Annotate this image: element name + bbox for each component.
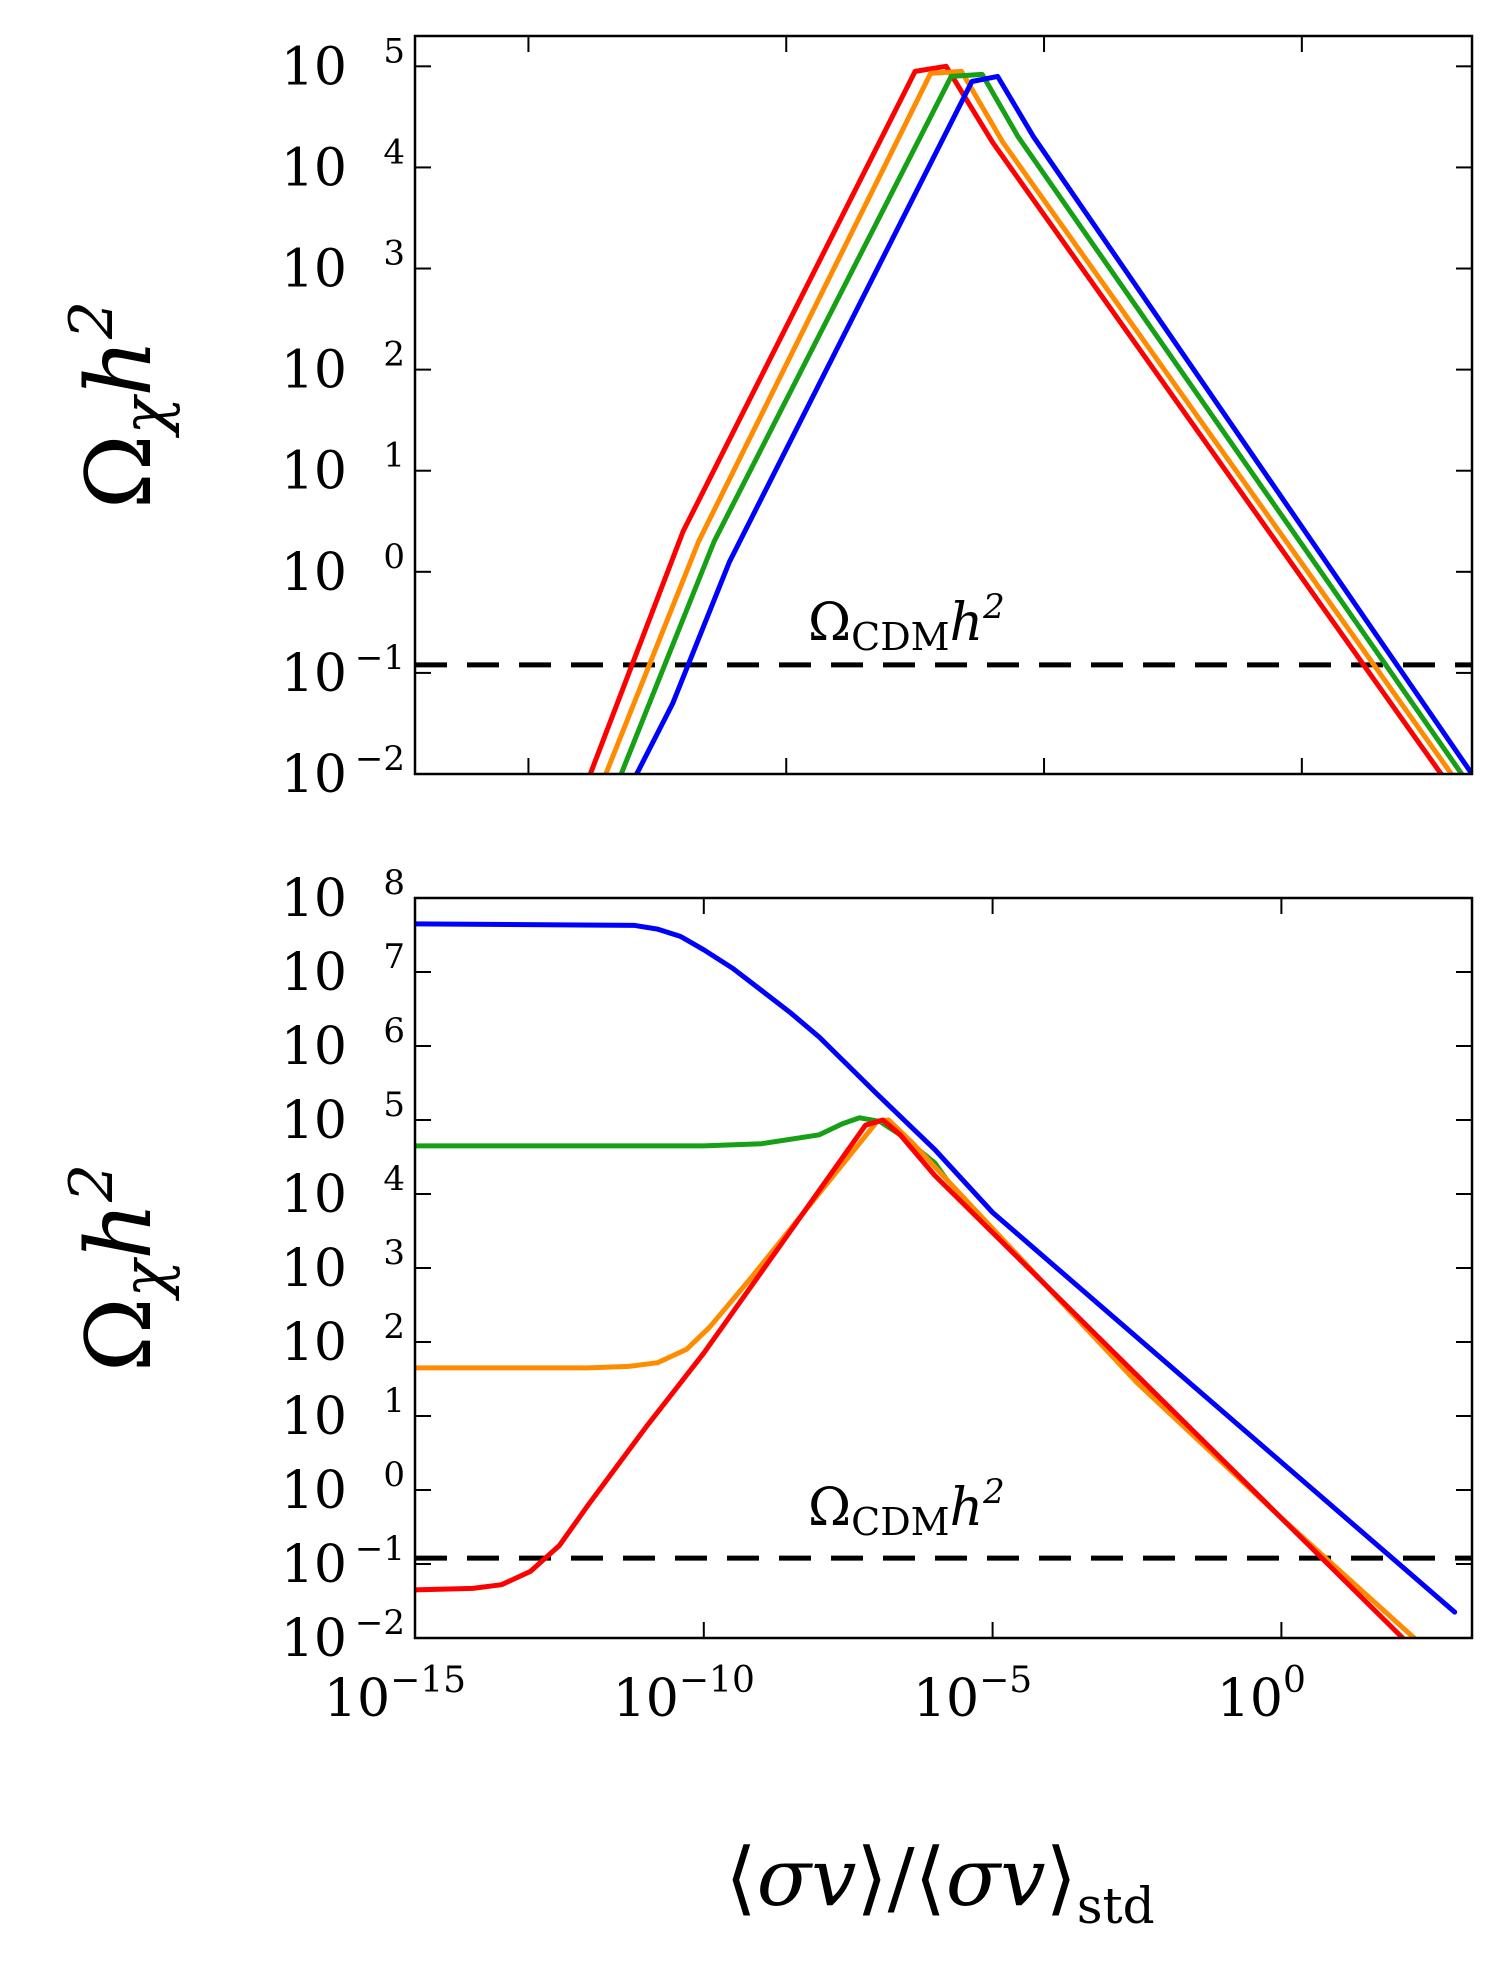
series-line-1 — [415, 921, 1458, 1615]
y-tick-label: 10 3 — [281, 1233, 405, 1299]
y-tick-label: 10 0 — [281, 537, 405, 603]
y-tick-label: 10 5 — [281, 31, 405, 97]
y-tick-label: 10 6 — [281, 1011, 405, 1077]
x-tick-label: 10−15 — [324, 1660, 466, 1729]
y-tick-label: 10 2 — [281, 1307, 405, 1373]
series-line-3 — [618, 71, 1465, 774]
x-tick-label: 100 — [1217, 1660, 1306, 1729]
bottom-ref-line-label: ΩCDMh2 — [808, 1472, 1005, 1544]
top-ref-line-label: ΩCDMh2 — [808, 587, 1005, 659]
y-tick-label: 10 3 — [281, 234, 405, 300]
y-tick-label: 10 0 — [281, 1455, 405, 1521]
y-tick-label: 10 −2 — [281, 1603, 405, 1669]
x-tick-label: 10−10 — [613, 1660, 755, 1729]
x-tick-label: 10−5 — [913, 1660, 1032, 1729]
y-tick-label: 10 7 — [281, 937, 405, 1003]
bottom-x-tick-labels: 10−15 10−10 10−5 100 — [324, 1660, 1306, 1729]
bottom-plot-frame — [413, 896, 1474, 1640]
y-tick-label: 10 8 — [281, 863, 405, 929]
y-tick-label: 10 1 — [281, 1381, 405, 1447]
x-axis-label: ⟨σv⟩/⟨σv⟩std — [725, 1831, 1154, 1935]
y-tick-label: 10 4 — [281, 132, 405, 198]
series-line-3 — [415, 1117, 1417, 1638]
series-line-4 — [415, 1117, 1406, 1638]
bottom-y-axis-label: Ωχh2 — [57, 1164, 181, 1372]
y-tick-label: 10 2 — [281, 335, 405, 401]
top-plot-frame — [413, 34, 1474, 776]
series-line-4 — [634, 73, 1472, 774]
svg-text:Ωχh2: Ωχh2 — [57, 1164, 181, 1372]
y-tick-label: 10 −1 — [281, 1529, 405, 1595]
y-tick-label: 10 1 — [281, 436, 405, 502]
top-series-group — [415, 63, 1472, 774]
series-line-1 — [587, 63, 1444, 774]
top-y-axis-label: Ωχh2 — [57, 301, 181, 509]
bottom-axis-ticks — [414, 897, 1472, 1639]
top-axis-ticks — [415, 36, 1472, 775]
y-tick-label: 10 −2 — [281, 739, 405, 805]
y-tick-label: 10 4 — [281, 1159, 405, 1225]
y-tick-label: 10 5 — [281, 1085, 405, 1151]
y-tick-label: 10 −1 — [281, 638, 405, 704]
series-line-2 — [603, 68, 1454, 774]
bottom-series-group — [415, 921, 1472, 1638]
svg-text:Ωχh2: Ωχh2 — [57, 301, 181, 509]
